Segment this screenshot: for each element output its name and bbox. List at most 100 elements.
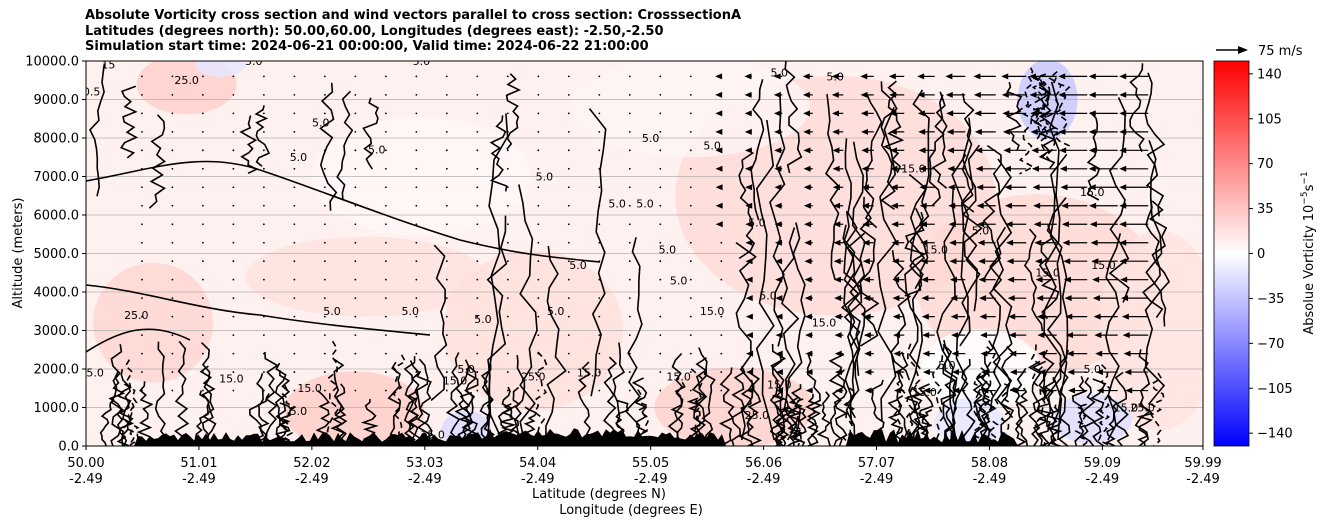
wind-vector (628, 260, 631, 263)
wind-vector (141, 260, 143, 263)
wind-vector (141, 297, 143, 300)
wind-vector-head (921, 295, 929, 302)
contour-negative (1074, 403, 1089, 446)
contour-positive (1027, 360, 1042, 446)
wind-vector (354, 278, 357, 281)
contour-positive (1023, 228, 1044, 332)
wind-vector (232, 260, 235, 263)
wind-vector (323, 186, 326, 189)
wind-vector (415, 167, 418, 170)
wind-vector (537, 112, 540, 115)
contour-label: 5.0 (290, 151, 308, 164)
contour-positive (1114, 371, 1130, 446)
wind-vector (476, 167, 479, 170)
wind-vector (598, 371, 601, 373)
wind-vector (141, 112, 143, 115)
wind-vector (323, 149, 326, 152)
wind-vector (323, 389, 326, 392)
wind-vector-head (1121, 295, 1129, 302)
wind-vector (720, 297, 723, 300)
wind-vector-head (890, 184, 898, 191)
wind-vector (445, 334, 448, 337)
contour-positive (319, 82, 338, 211)
wind-vector-head (746, 350, 754, 357)
wind-vector (293, 389, 296, 392)
contour-label: 5.0 (642, 132, 660, 145)
wind-vector (476, 186, 479, 189)
contour-positive (959, 144, 981, 347)
wind-vector-head (1065, 332, 1073, 339)
wind-vector (628, 186, 631, 189)
wind-vector-head (949, 239, 957, 246)
contour-positive (1042, 81, 1062, 402)
wind-vector-head (1092, 276, 1100, 283)
wind-vector (659, 278, 662, 281)
x-tick-label-lon: -2.49 (747, 472, 781, 487)
wind-vector (232, 149, 235, 152)
wind-vector-head (917, 110, 925, 117)
contour-positive (931, 91, 948, 189)
wind-vector-head (945, 73, 953, 80)
wind-vector-head (1003, 165, 1011, 172)
contour-label: 5.0 (636, 197, 654, 210)
contour-positive (859, 196, 880, 347)
colorbar-tick-label: 140 (1257, 67, 1282, 82)
wind-vector (354, 371, 357, 373)
contour-positive (248, 373, 265, 446)
wind-vector (537, 93, 540, 96)
wind-vector (415, 371, 418, 373)
contour-label: 15.0 (443, 374, 468, 387)
wind-vector-head (976, 184, 984, 191)
wind-vector (384, 223, 387, 226)
wind-vector (445, 186, 448, 189)
wind-vector-head (918, 147, 926, 154)
contour-positive (86, 284, 431, 336)
wind-vector-head (946, 147, 954, 154)
wind-vector (476, 93, 479, 96)
wind-vector (293, 334, 296, 337)
wind-vector (659, 112, 662, 115)
wind-vector-head (802, 91, 810, 98)
wind-vector-head (1124, 369, 1132, 376)
field-patch (245, 236, 486, 317)
wind-vector-head (892, 276, 900, 283)
wind-vector (354, 223, 357, 226)
wind-vector (628, 241, 631, 244)
contour-positive (445, 352, 461, 446)
wind-vector (415, 334, 418, 337)
wind-vector-head (1119, 91, 1127, 98)
y-axis-label: Altitude (meters) (11, 198, 26, 309)
wind-vector (567, 334, 570, 337)
wind-vector-head (922, 332, 930, 339)
wind-vector-head (891, 239, 899, 246)
wind-vector (659, 371, 662, 373)
contour-label: 15.0 (420, 428, 445, 441)
wind-vector-head (1123, 350, 1131, 357)
wind-vector (293, 75, 296, 78)
wind-vector (537, 334, 540, 337)
wind-vector (506, 278, 509, 281)
wind-vector-head (715, 202, 723, 209)
contour-negative (841, 387, 857, 446)
wind-vector (415, 389, 418, 392)
y-tick-label: 10000.0 (25, 55, 79, 70)
wind-vector (598, 130, 601, 133)
wind-vector (567, 75, 570, 78)
wind-vector-head (1088, 165, 1096, 172)
wind-vector-head (803, 128, 811, 135)
colorbar-tick-label: −140 (1257, 427, 1293, 442)
wind-vector (537, 315, 540, 318)
contour-positive (667, 353, 684, 446)
colorbar-tick-label: 35 (1257, 202, 1274, 217)
wind-vector (689, 112, 692, 115)
contour-positive (750, 79, 765, 221)
wind-vector (628, 149, 631, 152)
wind-vector-head (1039, 387, 1047, 394)
contour-label: 5.0 (413, 55, 431, 68)
wind-vector-head (744, 147, 752, 154)
x-tick-label-lon: -2.49 (295, 472, 329, 487)
wind-vector-head (1096, 387, 1104, 394)
contour-positive (781, 227, 800, 441)
wind-vector-head (744, 91, 752, 98)
wind-vector-head (803, 147, 811, 154)
